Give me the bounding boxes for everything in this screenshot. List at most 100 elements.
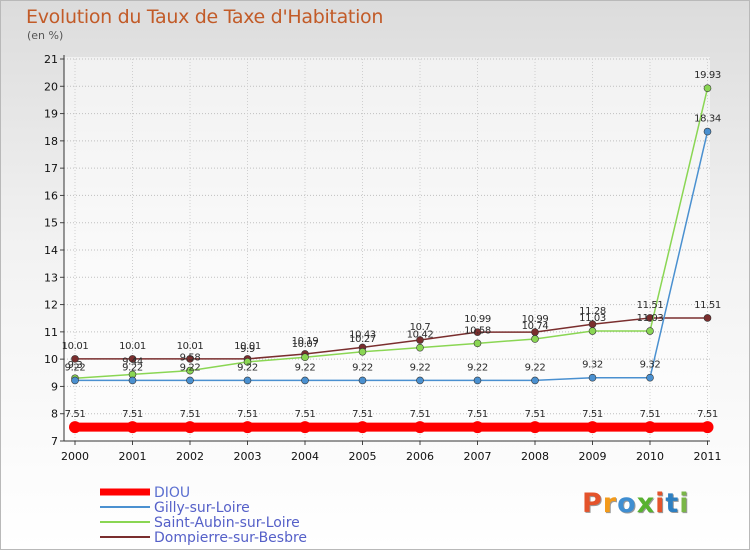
data-point-gilly-sur-loire bbox=[473, 376, 482, 385]
data-label-saint-aubin-sur-loire: 9.9 bbox=[240, 344, 255, 355]
data-point-dompierre-sur-besbre bbox=[128, 355, 137, 363]
data-label-saint-aubin-sur-loire: 9.58 bbox=[180, 353, 201, 364]
data-label-dompierre-sur-besbre: 10.99 bbox=[464, 314, 491, 325]
data-point-saint-aubin-sur-loire bbox=[186, 366, 194, 375]
x-tick-label: 2005 bbox=[349, 450, 377, 463]
data-point-gilly-sur-loire bbox=[301, 376, 309, 385]
data-point-dompierre-sur-besbre bbox=[703, 314, 712, 322]
data-label-saint-aubin-sur-loire: 10.42 bbox=[407, 330, 434, 341]
data-label-diou: 7.51 bbox=[410, 409, 431, 420]
data-point-gilly-sur-loire bbox=[128, 376, 137, 385]
logo-letter: t bbox=[665, 488, 680, 519]
data-point-gilly-sur-loire bbox=[416, 376, 424, 385]
data-label-saint-aubin-sur-loire: 19.93 bbox=[694, 70, 721, 81]
data-label-diou: 7.51 bbox=[295, 409, 316, 420]
logo-letter: i bbox=[655, 488, 666, 519]
data-point-diou bbox=[356, 421, 369, 434]
data-point-dompierre-sur-besbre bbox=[473, 328, 482, 336]
data-label-diou: 7.51 bbox=[582, 409, 603, 420]
data-label-dompierre-sur-besbre: 11.51 bbox=[694, 300, 721, 311]
data-point-diou bbox=[414, 421, 426, 434]
data-label-diou: 7.51 bbox=[65, 409, 86, 420]
data-point-gilly-sur-loire bbox=[186, 376, 194, 385]
y-tick-label: 13 bbox=[44, 271, 58, 284]
data-point-saint-aubin-sur-loire bbox=[531, 335, 539, 343]
series-line-saint-aubin-sur-loire bbox=[74, 88, 709, 379]
data-label-gilly-sur-loire: 9.22 bbox=[410, 362, 431, 373]
data-label-dompierre-sur-besbre: 10.43 bbox=[349, 329, 376, 340]
data-point-gilly-sur-loire bbox=[243, 376, 252, 385]
y-tick-label: 15 bbox=[44, 217, 58, 230]
data-label-dompierre-sur-besbre: 11.28 bbox=[579, 306, 606, 317]
data-point-diou bbox=[586, 421, 599, 434]
data-label-dompierre-sur-besbre: 10.99 bbox=[522, 314, 549, 325]
data-label-diou: 7.51 bbox=[640, 409, 661, 420]
x-tick-label: 2000 bbox=[61, 450, 89, 463]
y-tick-label: 9 bbox=[51, 380, 58, 393]
x-tick-label: 2002 bbox=[176, 450, 204, 463]
data-label-diou: 7.51 bbox=[352, 409, 373, 420]
data-point-gilly-sur-loire bbox=[588, 373, 597, 382]
data-label-diou: 7.51 bbox=[525, 409, 546, 420]
data-label-gilly-sur-loire: 9.22 bbox=[525, 362, 546, 373]
y-tick-label: 8 bbox=[51, 408, 58, 421]
x-tick-label: 2003 bbox=[234, 450, 262, 463]
data-point-diou bbox=[69, 421, 81, 434]
y-tick-label: 16 bbox=[44, 189, 58, 202]
data-point-dompierre-sur-besbre bbox=[186, 355, 194, 363]
data-point-dompierre-sur-besbre bbox=[416, 336, 424, 344]
x-tick-label: 2009 bbox=[579, 450, 607, 463]
x-tick-label: 2004 bbox=[291, 450, 319, 463]
proxiti-logo: Proxiti bbox=[582, 488, 690, 519]
data-label-dompierre-sur-besbre: 10.01 bbox=[119, 341, 146, 352]
data-point-saint-aubin-sur-loire bbox=[646, 327, 654, 335]
data-label-gilly-sur-loire: 9.32 bbox=[582, 360, 603, 371]
data-label-saint-aubin-sur-loire: 11.03 bbox=[579, 313, 606, 324]
data-label-diou: 7.51 bbox=[467, 409, 488, 420]
data-label-dompierre-sur-besbre: 10.01 bbox=[234, 341, 261, 352]
x-tick-label: 2011 bbox=[694, 450, 722, 463]
data-point-saint-aubin-sur-loire bbox=[416, 343, 424, 352]
data-point-diou bbox=[241, 421, 254, 434]
data-point-saint-aubin-sur-loire bbox=[301, 353, 309, 362]
data-point-saint-aubin-sur-loire bbox=[588, 327, 597, 335]
data-label-saint-aubin-sur-loire: 10.07 bbox=[292, 339, 319, 350]
y-tick-label: 17 bbox=[44, 162, 58, 175]
data-label-saint-aubin-sur-loire: 11.03 bbox=[637, 313, 664, 324]
data-label-gilly-sur-loire: 9.22 bbox=[467, 362, 488, 373]
data-point-diou bbox=[126, 421, 139, 434]
data-point-diou bbox=[299, 421, 311, 434]
y-tick-label: 14 bbox=[44, 244, 58, 257]
series-line-gilly-sur-loire bbox=[75, 131, 709, 382]
data-label-diou: 7.51 bbox=[697, 409, 718, 420]
data-point-saint-aubin-sur-loire bbox=[243, 358, 252, 366]
logo-letter: x bbox=[636, 488, 656, 519]
data-point-saint-aubin-sur-loire bbox=[703, 84, 712, 92]
data-label-gilly-sur-loire: 9.22 bbox=[352, 362, 373, 373]
data-label-gilly-sur-loire: 9.22 bbox=[122, 362, 143, 373]
data-label-diou: 7.51 bbox=[180, 409, 201, 420]
y-tick-label: 18 bbox=[44, 135, 58, 148]
legend-label-dompierre-sur-besbre: Dompierre-sur-Besbre bbox=[154, 530, 307, 546]
data-label-diou: 7.51 bbox=[122, 409, 143, 420]
data-label-gilly-sur-loire: 18.34 bbox=[694, 114, 721, 125]
logo-letter: P bbox=[582, 488, 603, 519]
logo-letter: r bbox=[602, 488, 618, 519]
data-label-saint-aubin-sur-loire: 10.27 bbox=[349, 334, 376, 345]
x-tick-label: 2010 bbox=[636, 450, 664, 463]
x-tick-label: 2007 bbox=[464, 450, 492, 463]
x-tick-label: 2001 bbox=[119, 450, 147, 463]
data-point-saint-aubin-sur-loire bbox=[473, 339, 482, 348]
data-label-dompierre-sur-besbre: 10.01 bbox=[177, 341, 204, 352]
y-tick-label: 20 bbox=[44, 80, 58, 93]
y-tick-label: 19 bbox=[44, 108, 58, 121]
x-tick-label: 2006 bbox=[406, 450, 434, 463]
legend-label-diou: DIOU bbox=[154, 485, 190, 501]
data-label-saint-aubin-sur-loire: 9.44 bbox=[122, 356, 143, 367]
logo-letter: i bbox=[679, 488, 690, 519]
data-label-dompierre-sur-besbre: 10.01 bbox=[62, 341, 89, 352]
data-point-gilly-sur-loire bbox=[531, 376, 539, 385]
data-point-gilly-sur-loire bbox=[703, 127, 712, 136]
data-point-diou bbox=[529, 421, 541, 434]
data-point-gilly-sur-loire bbox=[646, 373, 654, 382]
